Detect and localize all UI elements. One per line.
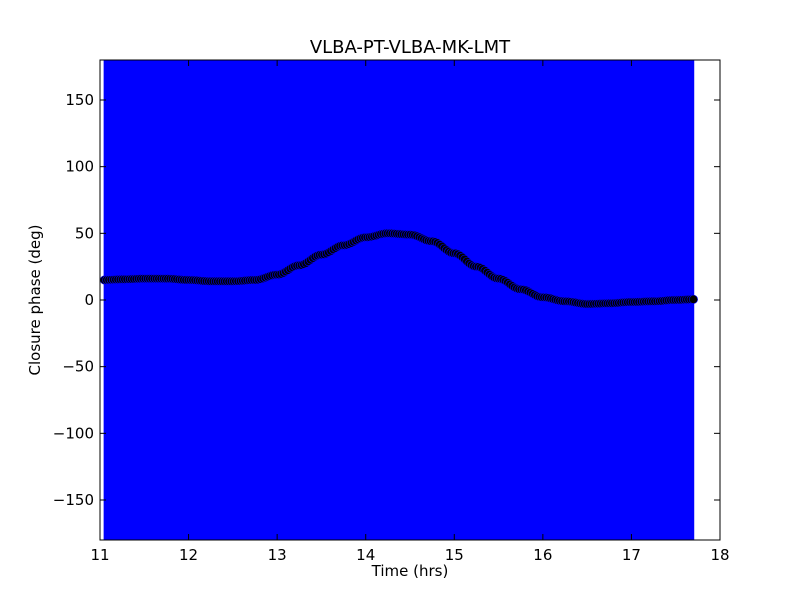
x-tick-label: 14 xyxy=(356,546,375,564)
y-tick-label: 100 xyxy=(65,158,94,176)
plot-area xyxy=(99,60,698,540)
y-tick-label: −100 xyxy=(53,424,94,442)
x-tick-label: 15 xyxy=(445,546,464,564)
y-axis-ticks: −150 −100 −50 0 50 100 150 xyxy=(53,91,720,509)
x-tick-label: 11 xyxy=(90,546,109,564)
y-tick-label: 150 xyxy=(65,91,94,109)
x-axis-label: Time (hrs) xyxy=(371,562,449,580)
x-tick-label: 18 xyxy=(710,546,729,564)
chart-title: VLBA-PT-VLBA-MK-LMT xyxy=(310,37,511,58)
y-axis-label: Closure phase (deg) xyxy=(26,225,44,376)
x-axis-ticks: 11 12 13 14 15 16 17 18 xyxy=(90,60,730,564)
x-tick-label: 13 xyxy=(268,546,287,564)
y-tick-label: 0 xyxy=(84,291,94,309)
data-point xyxy=(688,294,698,304)
error-band-layer xyxy=(103,60,695,540)
y-tick-label: −50 xyxy=(62,358,94,376)
data-markers-layer xyxy=(99,228,698,309)
y-tick-label: −150 xyxy=(53,491,94,509)
x-tick-label: 17 xyxy=(622,546,641,564)
x-tick-label: 16 xyxy=(533,546,552,564)
y-tick-label: 50 xyxy=(75,224,94,242)
x-tick-label: 12 xyxy=(179,546,198,564)
